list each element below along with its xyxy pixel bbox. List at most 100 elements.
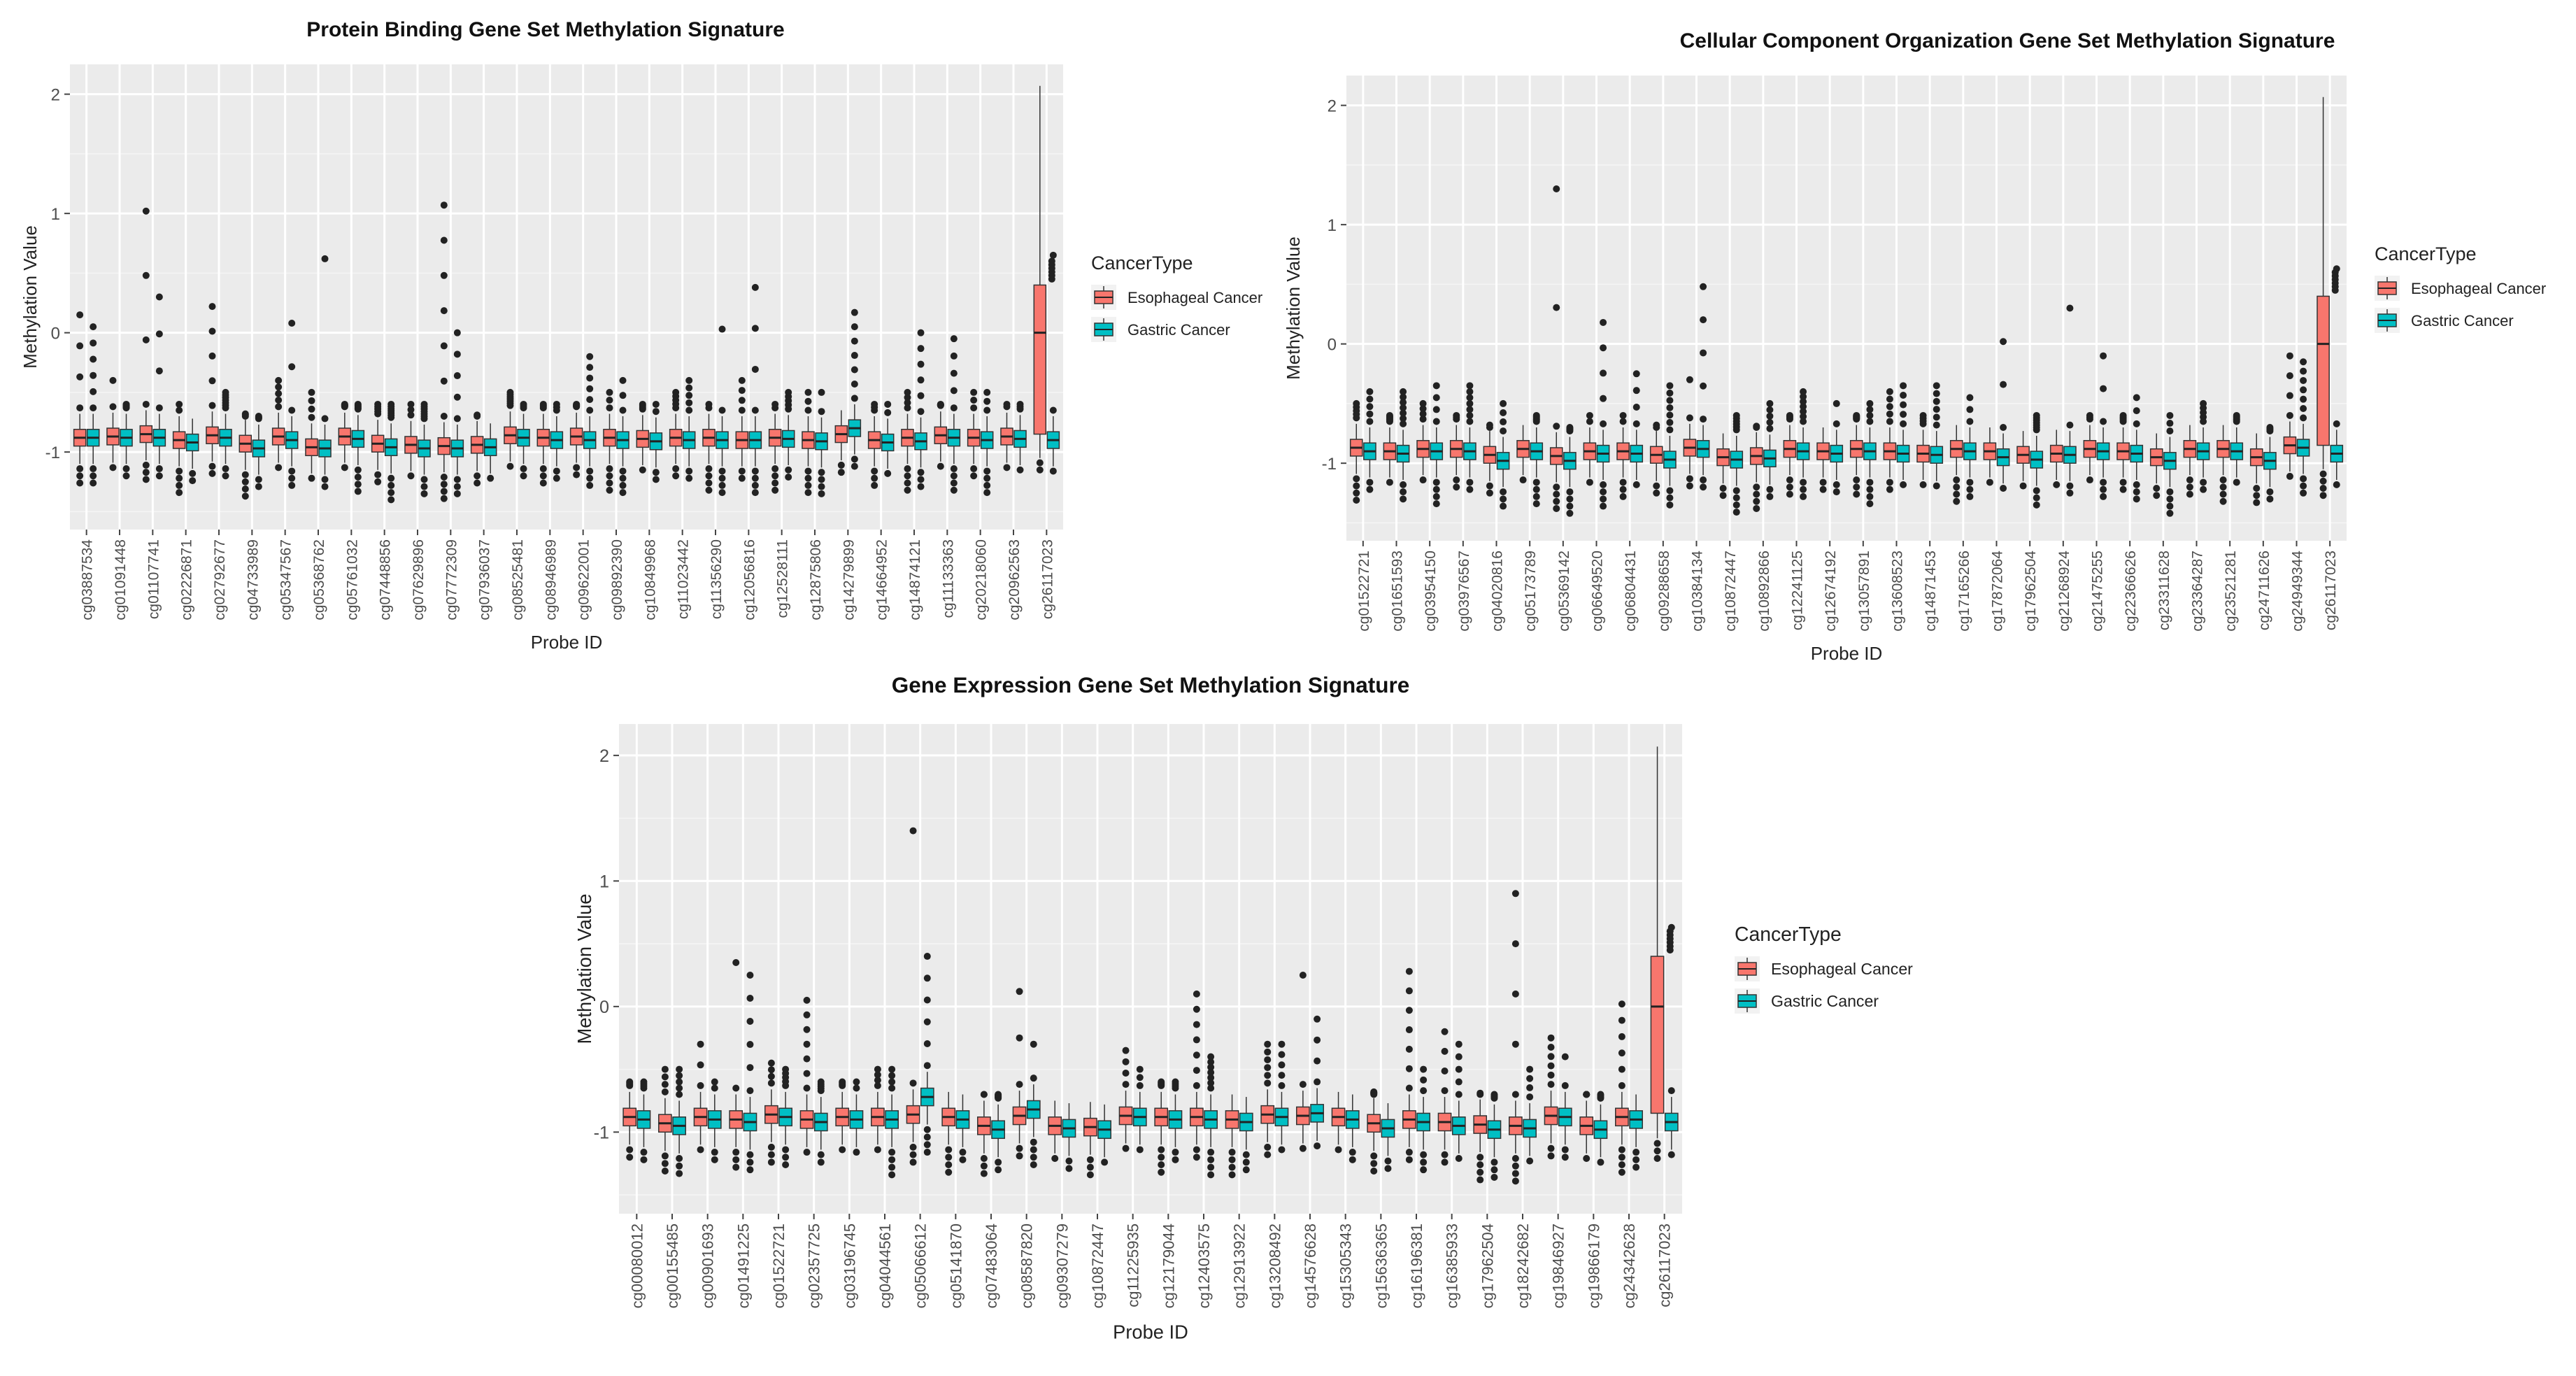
box-gastric-cg23311628 [2163, 411, 2177, 517]
box-esophageal-cg14279899 [834, 410, 848, 476]
box-gastric-cg09288658 [1663, 382, 1677, 509]
x-tick-label: cg26117023 [1656, 1223, 1674, 1307]
outlier-point [1366, 418, 1374, 425]
x-tick-label: cg23311628 [2156, 551, 2172, 630]
box-esophageal-cg12056816 [735, 376, 749, 482]
outlier-point [122, 465, 130, 473]
outlier-point [1719, 492, 1727, 499]
outlier-point [945, 1161, 953, 1168]
outlier-point [1476, 1091, 1484, 1098]
x-tick-label: cg04733989 [245, 539, 261, 620]
y-tick-label: 1 [51, 205, 60, 224]
outlier-point [2300, 358, 2307, 366]
outlier-point [1732, 487, 1740, 495]
x-tick-label: cg00080012 [628, 1223, 646, 1308]
x-tick-label: cg08946989 [543, 539, 559, 620]
outlier-point [1618, 1161, 1625, 1168]
box-gastric-cg07772309 [450, 329, 464, 497]
x-tick-label: cg10384134 [1690, 551, 1706, 632]
outlier-point [619, 489, 627, 497]
outlier-point [970, 465, 978, 473]
outlier-point [2319, 477, 2327, 485]
outlier-point [2133, 394, 2140, 402]
box-esophageal-cg24342628 [1615, 1000, 1629, 1176]
outlier-point [1172, 1156, 1179, 1163]
outlier-point [738, 467, 746, 475]
outlier-point [738, 397, 746, 404]
outlier-point [155, 293, 163, 301]
box-body [2317, 295, 2330, 446]
box-gastric-cg11023442 [682, 376, 696, 482]
x-tick-label: cg02226871 [179, 539, 195, 620]
outlier-point [676, 1065, 683, 1073]
outlier-point [539, 472, 547, 480]
outlier-point [738, 376, 746, 384]
outlier-point [2253, 499, 2261, 506]
legend-key-esophageal: Esophageal Cancer [1091, 285, 1262, 310]
y-axis-label: Methylation Value [1283, 236, 1304, 380]
outlier-point [2253, 492, 2261, 499]
outlier-point [553, 467, 560, 475]
outlier-point [804, 397, 812, 405]
box-esophageal-cg26117023 [1033, 85, 1055, 474]
outlier-point [2300, 386, 2307, 394]
box-gastric-cg05066612 [920, 953, 934, 1156]
outlier-point [697, 1081, 704, 1089]
outlier-point [1618, 1049, 1625, 1057]
outlier-point [586, 385, 594, 392]
box-esophageal-cg01651593 [1383, 411, 1397, 486]
outlier-point [1900, 401, 1907, 409]
x-tick-label: cg24342628 [1621, 1223, 1638, 1308]
outlier-point [2286, 472, 2293, 480]
outlier-point [1400, 415, 1407, 423]
box-gastric-cg24711626 [2263, 424, 2277, 503]
outlier-point [1653, 1140, 1661, 1147]
outlier-point [2319, 492, 2327, 499]
outlier-point [1511, 1170, 1519, 1177]
legend: CancerType Esophageal Cancer Gastric Cance… [1091, 253, 1262, 342]
outlier-point [1264, 1072, 1272, 1079]
outlier-point [76, 342, 84, 350]
x-tick-label: cg03954150 [1423, 551, 1439, 632]
box-gastric-cg01491225 [743, 971, 757, 1174]
outlier-point [732, 1163, 740, 1171]
outlier-point [1453, 483, 1460, 491]
outlier-point [771, 465, 779, 473]
legend-key-gastric: Gastric Cancer [2375, 308, 2514, 333]
box-gastric-cg01522721 [778, 1065, 792, 1168]
box-esophageal-cg01107741 [139, 207, 153, 483]
x-tick-label: cg12179044 [1160, 1223, 1177, 1308]
outlier-point [804, 474, 812, 482]
outlier-point [1953, 497, 1961, 505]
x-tick-label: cg20962563 [1006, 539, 1023, 620]
outlier-point [1299, 1144, 1307, 1152]
legend-title: CancerType [2375, 243, 2477, 264]
outlier-point [241, 478, 249, 485]
outlier-point [767, 1059, 775, 1067]
outlier-point [189, 469, 197, 477]
outlier-point [970, 404, 978, 412]
outlier-point [1419, 410, 1427, 418]
outlier-point [1136, 1146, 1144, 1154]
box-esophageal-cg03887534 [73, 311, 87, 487]
outlier-point [321, 476, 329, 483]
box-esophageal-cg03196745 [835, 1078, 850, 1154]
outlier-point [1405, 1007, 1413, 1014]
outlier-point [983, 397, 991, 405]
outlier-point [1386, 478, 1393, 486]
outlier-point [1600, 420, 1607, 427]
outlier-point [1400, 420, 1407, 427]
outlier-point [1986, 478, 1993, 486]
box-gastric-cg23521281 [2230, 411, 2244, 486]
outlier-point [661, 1073, 669, 1081]
outlier-point [1242, 1158, 1250, 1166]
outlier-point [474, 413, 481, 420]
outlier-point [837, 461, 845, 469]
outlier-point [374, 400, 382, 408]
outlier-point [407, 400, 415, 408]
x-tick-label: cg24949344 [2290, 551, 2306, 632]
outlier-point [818, 490, 825, 497]
box-esophageal-cg01091448 [106, 376, 120, 471]
outlier-point [354, 488, 362, 495]
outlier-point [676, 1084, 683, 1092]
